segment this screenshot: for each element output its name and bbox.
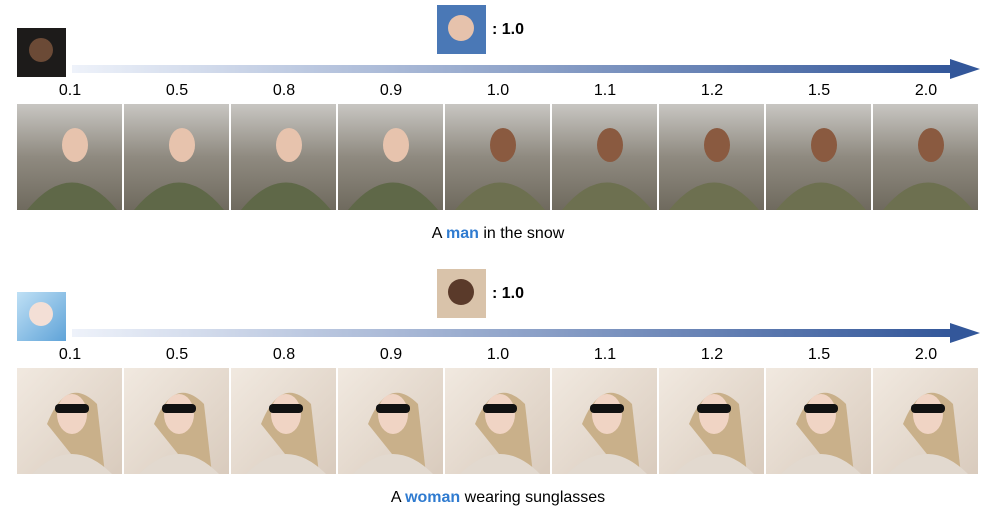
jacket	[348, 182, 438, 210]
face	[592, 394, 622, 434]
jacket	[562, 182, 652, 210]
scale-label: 1.5	[808, 82, 830, 99]
scale-label: 2.0	[915, 346, 937, 363]
face	[699, 394, 729, 434]
face	[806, 394, 836, 434]
caption-highlight: woman	[404, 489, 460, 506]
face	[485, 394, 515, 434]
face	[811, 128, 837, 162]
source-face	[29, 302, 53, 326]
face	[57, 394, 87, 434]
jacket	[776, 182, 866, 210]
reference-weight: : 1.0	[492, 21, 524, 38]
shoulders	[32, 454, 112, 474]
jacket	[134, 182, 224, 210]
arrow-shaft	[72, 329, 952, 337]
shoulders	[246, 454, 326, 474]
shoulders	[674, 454, 754, 474]
scale-label: 0.8	[273, 346, 295, 363]
sunglasses	[269, 404, 303, 413]
reference-face	[448, 279, 474, 305]
face	[62, 128, 88, 162]
shoulders	[353, 454, 433, 474]
sunglasses	[804, 404, 838, 413]
face	[276, 128, 302, 162]
shoulders	[781, 454, 861, 474]
face	[383, 128, 409, 162]
scale-label: 1.2	[701, 82, 723, 99]
face	[597, 128, 623, 162]
scale-label: 1.0	[487, 346, 509, 363]
sunglasses	[911, 404, 945, 413]
scale-label: 1.2	[701, 346, 723, 363]
sunglasses	[162, 404, 196, 413]
jacket	[27, 182, 117, 210]
shoulders	[567, 454, 647, 474]
face	[164, 394, 194, 434]
sunglasses	[483, 404, 517, 413]
reference-weight: : 1.0	[492, 285, 524, 302]
scale-label: 1.1	[594, 82, 616, 99]
face	[169, 128, 195, 162]
sunglasses	[376, 404, 410, 413]
jacket	[669, 182, 759, 210]
shoulders	[460, 454, 540, 474]
scale-label: 0.9	[380, 346, 402, 363]
caption-text: A	[432, 225, 443, 242]
face	[704, 128, 730, 162]
caption-text: wearing sunglasses	[464, 489, 606, 506]
face	[490, 128, 516, 162]
sunglasses	[697, 404, 731, 413]
reference-face	[448, 15, 474, 41]
caption: A man in the snow	[432, 225, 565, 242]
face	[378, 394, 408, 434]
jacket	[241, 182, 331, 210]
face	[271, 394, 301, 434]
sunglasses	[590, 404, 624, 413]
caption: A woman wearing sunglasses	[391, 489, 605, 506]
jacket	[455, 182, 545, 210]
arrow-head	[950, 59, 980, 79]
scale-label: 1.0	[487, 82, 509, 99]
scale-label: 0.8	[273, 82, 295, 99]
face	[913, 394, 943, 434]
scale-label: 0.1	[59, 82, 81, 99]
face	[918, 128, 944, 162]
scale-label: 0.1	[59, 346, 81, 363]
scale-label: 1.1	[594, 346, 616, 363]
scale-label: 0.5	[166, 346, 188, 363]
scale-label: 1.5	[808, 346, 830, 363]
scale-label: 2.0	[915, 82, 937, 99]
source-face	[29, 38, 53, 62]
caption-text: A	[391, 489, 402, 506]
caption-text: in the snow	[483, 225, 564, 242]
arrow-shaft	[72, 65, 952, 73]
scale-label: 0.9	[380, 82, 402, 99]
jacket	[883, 182, 973, 210]
scale-label: 0.5	[166, 82, 188, 99]
caption-highlight: man	[446, 225, 479, 242]
shoulders	[888, 454, 968, 474]
arrow-head	[950, 323, 980, 343]
sunglasses	[55, 404, 89, 413]
shoulders	[139, 454, 219, 474]
